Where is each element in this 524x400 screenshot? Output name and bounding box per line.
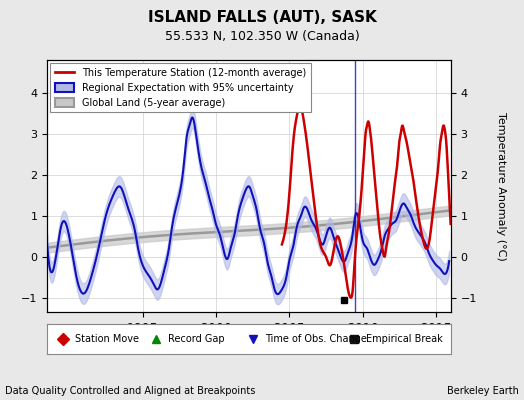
Text: Empirical Break: Empirical Break [366, 334, 443, 344]
Text: Time of Obs. Change: Time of Obs. Change [265, 334, 367, 344]
Text: ISLAND FALLS (AUT), SASK: ISLAND FALLS (AUT), SASK [148, 10, 376, 25]
Y-axis label: Temperature Anomaly (°C): Temperature Anomaly (°C) [496, 112, 506, 260]
Text: Berkeley Earth: Berkeley Earth [447, 386, 519, 396]
Legend: This Temperature Station (12-month average), Regional Expectation with 95% uncer: This Temperature Station (12-month avera… [50, 63, 311, 112]
Text: Station Move: Station Move [75, 334, 139, 344]
Text: 55.533 N, 102.350 W (Canada): 55.533 N, 102.350 W (Canada) [165, 30, 359, 43]
Text: Data Quality Controlled and Aligned at Breakpoints: Data Quality Controlled and Aligned at B… [5, 386, 256, 396]
Text: Record Gap: Record Gap [168, 334, 225, 344]
